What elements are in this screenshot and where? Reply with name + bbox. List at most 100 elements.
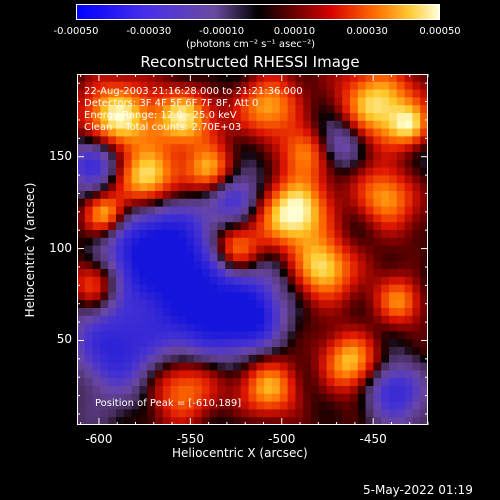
heatmap-cell <box>303 167 312 176</box>
heatmap-cell <box>420 136 428 145</box>
heatmap-cell <box>295 136 304 145</box>
heatmap-cell <box>272 393 281 403</box>
heatmap-cell <box>123 81 133 91</box>
heatmap-cell <box>100 222 109 231</box>
heatmap-cell <box>194 276 203 286</box>
heatmap-cell <box>84 347 94 356</box>
heatmap-cell <box>194 136 203 145</box>
heatmap-cell <box>84 175 94 184</box>
heatmap-cell <box>233 269 242 278</box>
heatmap-cell <box>256 245 265 254</box>
heatmap-cell <box>412 144 421 153</box>
heatmap-cell <box>201 370 211 379</box>
heatmap-cell <box>318 159 328 169</box>
heatmap-cell <box>326 269 335 278</box>
heatmap-cell <box>147 315 156 325</box>
heatmap-cell <box>100 362 109 371</box>
heatmap-cell <box>318 191 328 200</box>
heatmap-cell <box>233 167 242 176</box>
heatmap-cell <box>84 191 94 200</box>
heatmap-cell <box>108 81 117 91</box>
heatmap-cell <box>350 284 359 293</box>
heatmap-cell <box>365 323 374 332</box>
heatmap-cell <box>396 152 406 161</box>
heatmap-cell <box>217 152 226 161</box>
heatmap-cell <box>287 409 296 418</box>
heatmap-cell <box>365 401 374 410</box>
heatmap-cell <box>373 136 382 145</box>
heatmap-cell <box>311 152 320 161</box>
heatmap-cell <box>92 89 101 98</box>
heatmap-cell <box>100 74 109 83</box>
heatmap-cell <box>248 191 257 200</box>
heatmap-cell <box>116 175 125 184</box>
heatmap-cell <box>194 214 203 223</box>
heatmap-cell <box>272 354 281 364</box>
heatmap-cell <box>92 339 101 348</box>
heatmap-cell <box>84 300 94 309</box>
heatmap-cell <box>295 198 304 208</box>
heatmap-cell <box>279 113 289 122</box>
heatmap-cell <box>287 386 296 395</box>
heatmap-cell <box>248 222 257 231</box>
heatmap-cell <box>334 222 343 231</box>
heatmap-cell <box>389 89 398 98</box>
heatmap-cell <box>389 136 398 145</box>
heatmap-cell <box>381 214 390 223</box>
heatmap-cell <box>365 354 374 364</box>
heatmap-cell <box>100 331 109 340</box>
heatmap-cell <box>318 120 328 130</box>
heatmap-cell <box>162 175 172 184</box>
heatmap-cell <box>233 191 242 200</box>
heatmap-cell <box>186 276 195 286</box>
heatmap-cell <box>108 284 117 293</box>
heatmap-cell <box>350 230 359 239</box>
heatmap-cell <box>365 183 374 192</box>
heatmap-cell <box>139 339 148 348</box>
heatmap-cell <box>287 128 296 137</box>
heatmap-cell <box>326 214 335 223</box>
heatmap-cell <box>201 167 211 176</box>
heatmap-cell <box>396 89 406 98</box>
heatmap-cell <box>381 237 390 247</box>
heatmap-cell <box>303 347 312 356</box>
heatmap-cell <box>84 230 94 239</box>
heatmap-cell <box>194 105 203 114</box>
heatmap-cell <box>272 269 281 278</box>
heatmap-cell <box>233 183 242 192</box>
heatmap-cell <box>396 183 406 192</box>
heatmap-cell <box>201 253 211 262</box>
heatmap-cell <box>412 89 421 98</box>
heatmap-cell <box>256 230 265 239</box>
heatmap-cell <box>318 222 328 231</box>
heatmap-cell <box>162 269 172 278</box>
heatmap-cell <box>256 339 265 348</box>
heatmap-cell <box>225 245 234 254</box>
heatmap-cell <box>389 245 398 254</box>
heatmap-cell <box>248 159 257 169</box>
heatmap-cell <box>350 269 359 278</box>
heatmap-cell <box>100 393 109 403</box>
heatmap-cell <box>303 175 312 184</box>
heatmap-cell <box>100 167 109 176</box>
heatmap-cell <box>389 206 398 215</box>
heatmap-cell <box>326 308 335 317</box>
heatmap-cell <box>365 347 374 356</box>
heatmap-cell <box>155 74 164 83</box>
heatmap-cell <box>303 237 312 247</box>
heatmap-cell <box>123 347 133 356</box>
heatmap-cell <box>342 237 351 247</box>
heatmap-cell <box>147 269 156 278</box>
heatmap-cell <box>84 417 94 425</box>
heatmap-cell <box>318 167 328 176</box>
heatmap-cell <box>420 269 428 278</box>
heatmap-cell <box>123 136 133 145</box>
heatmap-cell <box>186 136 195 145</box>
heatmap-cell <box>279 401 289 410</box>
heatmap-cell <box>209 362 218 371</box>
heatmap-cell <box>389 237 398 247</box>
heatmap-cell <box>131 409 140 418</box>
heatmap-cell <box>123 214 133 223</box>
heatmap-cell <box>217 74 226 83</box>
heatmap-cell <box>404 362 413 371</box>
